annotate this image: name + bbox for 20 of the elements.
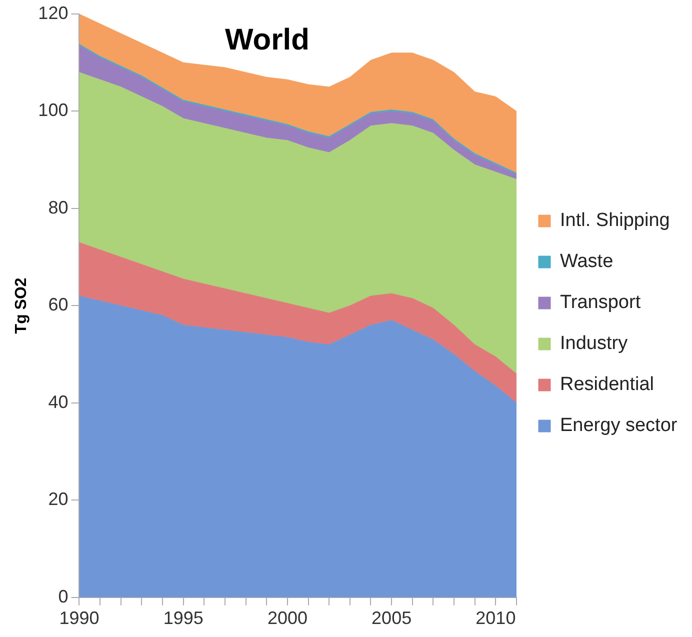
legend-label: Intl. Shipping xyxy=(560,210,670,232)
x-tick-label: 2005 xyxy=(372,608,412,628)
y-tick-label: 0 xyxy=(58,586,68,606)
x-tick-label: 1990 xyxy=(59,608,100,628)
x-tick-label: 2010 xyxy=(476,608,516,628)
x-tick-label: 2000 xyxy=(267,608,308,628)
y-tick-label: 20 xyxy=(48,489,68,510)
legend-label: Industry xyxy=(560,333,628,354)
legend-label: Waste xyxy=(560,251,614,272)
y-tick-label: 40 xyxy=(48,392,68,412)
y-axis-title: Tg SO2 xyxy=(13,278,30,334)
y-tick-label: 120 xyxy=(38,2,68,23)
legend-label: Energy sector xyxy=(560,415,678,436)
y-tick-label: 80 xyxy=(48,197,68,218)
x-tick-label: 1995 xyxy=(163,608,204,628)
chart-title: World xyxy=(225,23,310,56)
legend-label: Transport xyxy=(560,292,642,314)
y-tick-label: 100 xyxy=(38,100,68,120)
y-tick-label: 60 xyxy=(48,294,68,315)
legend-label: Residential xyxy=(560,374,654,396)
